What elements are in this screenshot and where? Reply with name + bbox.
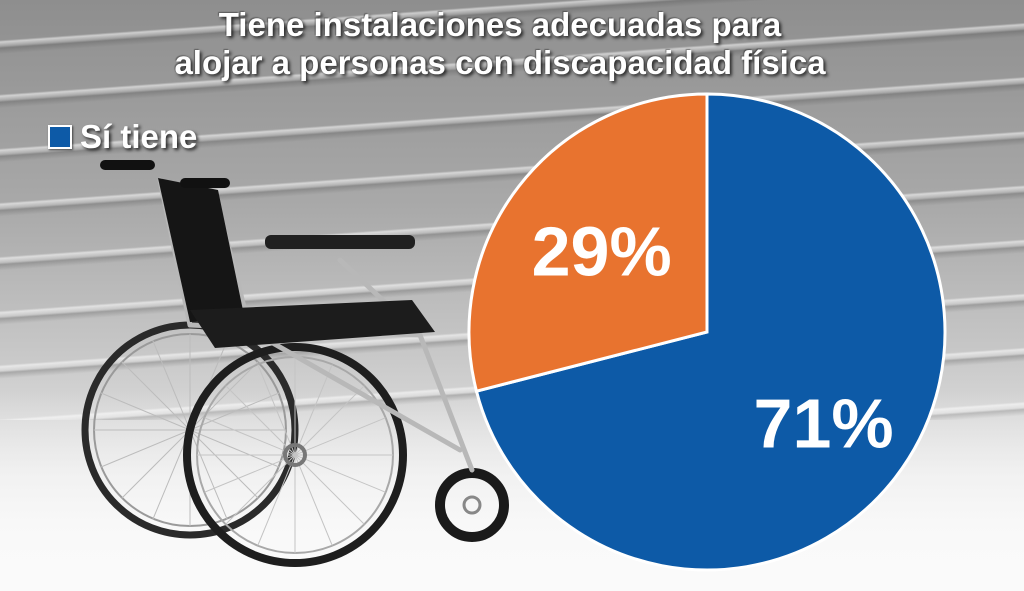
- chart-title-line-1: Tiene instalaciones adecuadas para: [218, 6, 782, 43]
- wheelchair-illustration: [81, 160, 509, 567]
- legend-swatch-si-tiene: [48, 125, 72, 149]
- chart-title-line-2: alojar a personas con discapacidad físic…: [174, 44, 826, 81]
- legend-label-si-tiene: Sí tiene: [80, 118, 198, 155]
- pie-slice-label-71: 71%: [754, 384, 894, 462]
- chart-title: Tiene instalaciones adecuadas para aloja…: [0, 6, 1000, 82]
- chart-legend: Sí tiene: [48, 118, 197, 156]
- pie-slice-29: [467, 92, 709, 394]
- pie-slice-71: [474, 92, 947, 572]
- pie-slice-label-29: 29%: [532, 212, 672, 290]
